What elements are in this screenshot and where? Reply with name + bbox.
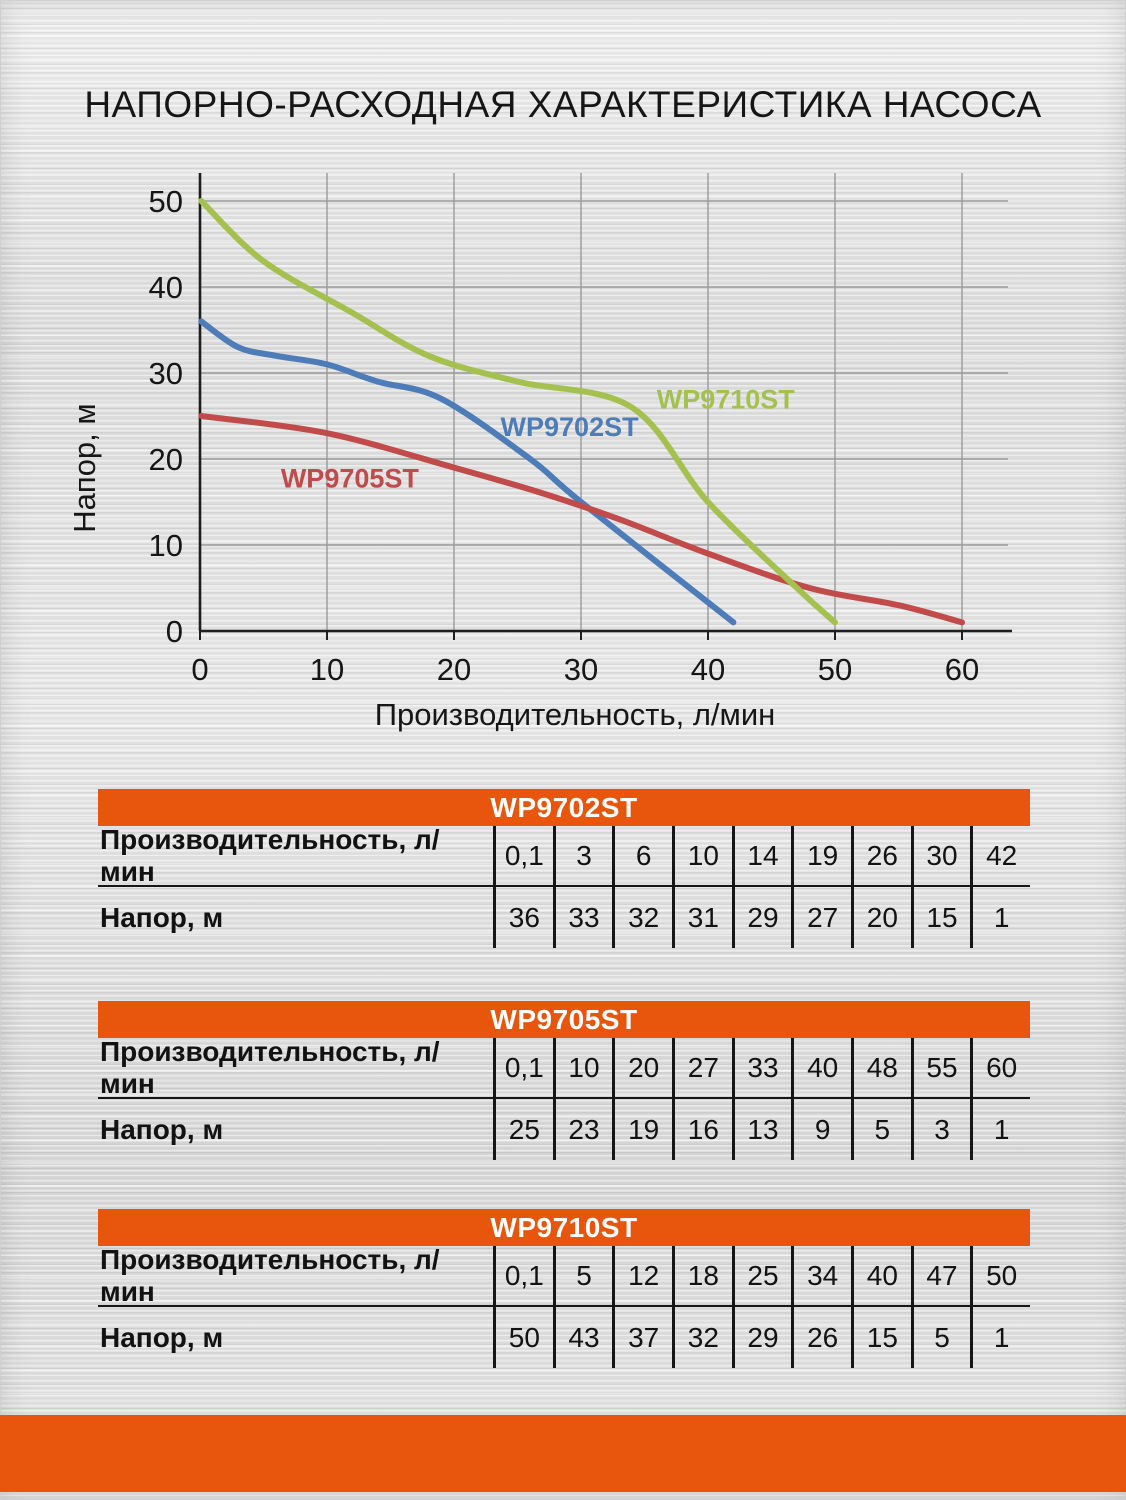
value-cell: 0,1	[493, 1038, 553, 1099]
value-cell: 40	[851, 1246, 911, 1307]
y-tick-label: 10	[149, 528, 183, 563]
value-cell: 0,1	[493, 1246, 553, 1307]
value-cell: 5	[851, 1099, 911, 1160]
pump-table-wp9702st: WP9702ST Производительность, л/мин 0,1 3 6 10…	[98, 789, 1030, 948]
value-cell: 50	[970, 1246, 1030, 1307]
y-tick-label: 30	[149, 356, 183, 391]
value-cell: 34	[791, 1246, 851, 1307]
chart-svg: 0 10 20 30 40 50 60 0 10 20 30 40 50 Производительнос…	[67, 173, 1012, 732]
value-cell: 33	[552, 887, 613, 948]
value-cell: 19	[612, 1099, 672, 1160]
value-cell: 31	[672, 887, 732, 948]
value-cell: 0,1	[493, 826, 553, 887]
value-cell: 3	[552, 826, 613, 887]
value-cell: 40	[791, 1038, 851, 1099]
x-tick-label: 20	[437, 652, 471, 687]
value-cell: 29	[731, 1307, 792, 1368]
pump-table-title: WP9710ST	[98, 1209, 1030, 1246]
pump-table-wp9710st: WP9710ST Производительность, л/мин 0,1 5 12 1…	[98, 1209, 1030, 1368]
y-tick-label: 20	[149, 442, 183, 477]
value-cell: 29	[731, 887, 792, 948]
pump-table-grid: Производительность, л/мин 0,1 5 12 18 25 34 40 4…	[98, 1244, 1030, 1368]
value-cell: 30	[910, 826, 971, 887]
row-label: Напор, м	[100, 901, 224, 933]
curve-wp9710st	[198, 198, 838, 626]
value-cell: 50	[493, 1307, 553, 1368]
curve-label-wp9702st: WP9702ST	[501, 412, 640, 442]
value-cell: 23	[552, 1099, 613, 1160]
x-axis-label: Производительность, л/мин	[375, 697, 776, 732]
y-tick-label: 0	[166, 614, 183, 649]
value-cell: 10	[672, 826, 732, 887]
curve-label-wp9705st: WP9705ST	[281, 463, 420, 493]
x-tick-label: 60	[945, 652, 979, 687]
value-cell: 32	[612, 887, 672, 948]
value-cell: 13	[731, 1099, 792, 1160]
x-tick-label: 40	[691, 652, 725, 687]
page-title: НАПОРНО-РАСХОДНАЯ ХАРАКТЕРИСТИКА НАСОСА	[84, 84, 1042, 125]
row-label: Производительность, л/мин	[98, 1036, 493, 1099]
value-cell: 1	[970, 1099, 1030, 1160]
row-label: Напор, м	[100, 1321, 224, 1353]
pump-table-title: WP9705ST	[98, 1001, 1030, 1038]
value-cell: 19	[791, 826, 851, 887]
curve-wp9705st	[198, 413, 965, 626]
y-tick-label: 50	[149, 184, 183, 219]
pump-table-grid: Производительность, л/мин 0,1 3 6 10 14 19 26 30…	[98, 824, 1030, 948]
value-cell: 36	[493, 887, 553, 948]
x-tick-label: 0	[191, 652, 208, 687]
value-cell: 48	[851, 1038, 911, 1099]
value-cell: 6	[612, 826, 672, 887]
value-cell: 12	[612, 1246, 672, 1307]
value-cell: 25	[493, 1099, 553, 1160]
value-cell: 16	[672, 1099, 732, 1160]
value-cell: 32	[672, 1307, 732, 1368]
row-label: Напор, м	[100, 1113, 224, 1145]
value-cell: 3	[910, 1099, 971, 1160]
pump-table-wp9705st: WP9705ST Производительность, л/мин 0,1 10 20…	[98, 1001, 1030, 1160]
value-cell: 26	[851, 826, 911, 887]
value-cell: 25	[731, 1246, 792, 1307]
value-cell: 37	[612, 1307, 672, 1368]
value-cell: 47	[910, 1246, 971, 1307]
x-tick-label: 10	[310, 652, 344, 687]
value-cell: 20	[612, 1038, 672, 1099]
value-cell: 18	[672, 1246, 732, 1307]
bottom-accent-bar	[0, 1415, 1126, 1492]
pump-curve-chart: 0 10 20 30 40 50 60 0 10 20 30 40 50 Производительнос…	[0, 158, 1126, 738]
value-cell: 5	[552, 1246, 613, 1307]
curve-label-wp9710st: WP9710ST	[657, 384, 796, 414]
value-cell: 5	[910, 1307, 971, 1368]
y-axis-label: Напор, м	[67, 403, 102, 532]
pump-table-title: WP9702ST	[98, 789, 1030, 826]
value-cell: 1	[970, 887, 1030, 948]
value-cell: 15	[851, 1307, 911, 1368]
value-cell: 60	[970, 1038, 1030, 1099]
value-cell: 43	[552, 1307, 613, 1368]
value-cell: 10	[552, 1038, 613, 1099]
row-label: Производительность, л/мин	[98, 824, 493, 887]
value-cell: 27	[672, 1038, 732, 1099]
value-cell: 42	[970, 826, 1030, 887]
value-cell: 9	[791, 1099, 851, 1160]
curve-wp9702st	[198, 318, 737, 626]
value-cell: 15	[910, 887, 971, 948]
y-tick-label: 40	[149, 270, 183, 305]
value-cell: 26	[791, 1307, 851, 1368]
value-cell: 14	[731, 826, 792, 887]
value-cell: 55	[910, 1038, 971, 1099]
x-tick-label: 50	[818, 652, 852, 687]
value-cell: 33	[731, 1038, 792, 1099]
pump-table-grid: Производительность, л/мин 0,1 10 20 27 33 40 48…	[98, 1036, 1030, 1160]
value-cell: 27	[791, 887, 851, 948]
x-tick-label: 30	[564, 652, 598, 687]
row-label: Производительность, л/мин	[98, 1244, 493, 1307]
value-cell: 1	[970, 1307, 1030, 1368]
value-cell: 20	[851, 887, 911, 948]
